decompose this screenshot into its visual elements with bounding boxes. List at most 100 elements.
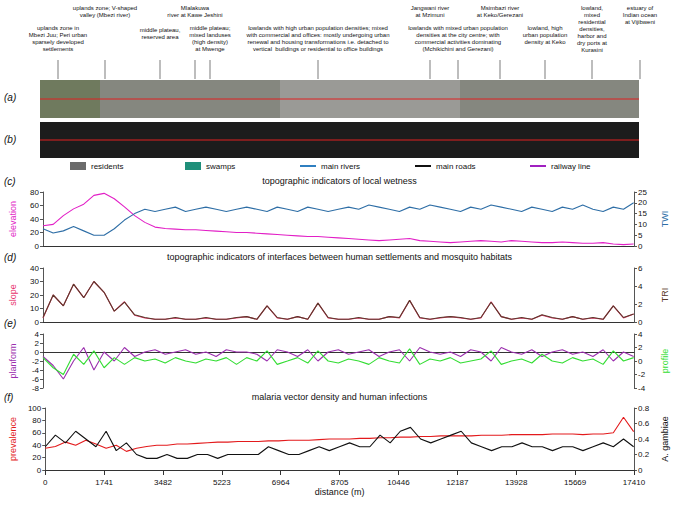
svg-text:0.2: 0.2 — [638, 450, 650, 459]
svg-text:TRI: TRI — [660, 288, 670, 303]
svg-text:profile: profile — [660, 349, 670, 374]
svg-text:Msimbazi river: Msimbazi river — [481, 5, 520, 11]
svg-text:30: 30 — [30, 277, 39, 286]
svg-text:20: 20 — [30, 228, 39, 237]
svg-text:0: 0 — [35, 318, 40, 327]
svg-text:renewal and housing transforma: renewal and housing transformations i.e.… — [247, 39, 389, 45]
svg-text:Jangwani river: Jangwani river — [411, 5, 450, 11]
svg-text:sparsely developed: sparsely developed — [32, 39, 84, 45]
svg-text:0: 0 — [37, 466, 42, 475]
svg-text:1741: 1741 — [95, 478, 113, 487]
svg-text:0: 0 — [638, 357, 643, 366]
svg-text:2: 2 — [35, 339, 40, 348]
svg-text:at Vijibweni: at Vijibweni — [625, 19, 655, 25]
svg-text:10: 10 — [638, 220, 647, 229]
svg-text:elevation: elevation — [8, 201, 18, 237]
svg-text:(b): (b) — [4, 134, 16, 145]
svg-text:vertical buildings or residen: vertical buildings or residential to off… — [253, 46, 383, 52]
svg-text:0.4: 0.4 — [638, 435, 650, 444]
svg-text:12187: 12187 — [446, 478, 469, 487]
svg-text:residents: residents — [91, 162, 123, 171]
svg-text:swamps: swamps — [206, 162, 235, 171]
svg-text:at Mwenge: at Mwenge — [195, 46, 225, 52]
svg-text:3482: 3482 — [154, 478, 172, 487]
svg-text:reserved area: reserved area — [141, 34, 179, 40]
svg-text:valley (Mbezi river): valley (Mbezi river) — [80, 12, 130, 18]
svg-text:railway line: railway line — [551, 162, 591, 171]
svg-text:density at Keko: density at Keko — [524, 39, 566, 45]
svg-text:20: 20 — [30, 291, 39, 300]
svg-text:60: 60 — [32, 428, 41, 437]
svg-text:-8: -8 — [32, 384, 40, 393]
svg-text:0: 0 — [638, 466, 643, 475]
svg-text:0: 0 — [43, 478, 48, 487]
svg-text:4: 4 — [638, 282, 643, 291]
svg-text:-4: -4 — [32, 366, 40, 375]
svg-text:(f): (f) — [4, 392, 13, 403]
svg-text:uplands zone in: uplands zone in — [37, 25, 79, 31]
svg-text:(high density): (high density) — [192, 39, 228, 45]
svg-text:lowlands with high urban popul: lowlands with high urban population dens… — [248, 25, 388, 31]
svg-text:10446: 10446 — [387, 478, 410, 487]
svg-text:-2: -2 — [32, 357, 40, 366]
svg-text:residential: residential — [578, 19, 605, 25]
svg-text:-6: -6 — [32, 375, 40, 384]
svg-text:densities,: densities, — [579, 26, 605, 32]
svg-text:100: 100 — [28, 404, 42, 413]
svg-text:-4: -4 — [638, 384, 646, 393]
svg-text:0.6: 0.6 — [638, 419, 650, 428]
svg-text:10: 10 — [30, 304, 39, 313]
svg-text:topographic indicators of loca: topographic indicators of local wetness — [262, 176, 417, 186]
svg-text:A. gambiae: A. gambiae — [660, 416, 670, 462]
svg-text:0: 0 — [35, 348, 40, 357]
svg-text:2: 2 — [638, 343, 643, 352]
svg-text:(a): (a) — [4, 92, 16, 103]
svg-text:0: 0 — [638, 318, 643, 327]
svg-text:at Mzimuni: at Mzimuni — [415, 12, 444, 18]
svg-text:5223: 5223 — [213, 478, 231, 487]
svg-text:Kurasini: Kurasini — [581, 47, 603, 53]
svg-text:80: 80 — [30, 188, 39, 197]
svg-text:Mlalakuwa: Mlalakuwa — [181, 5, 210, 11]
svg-text:8705: 8705 — [331, 478, 349, 487]
svg-text:middle plateau;: middle plateau; — [190, 25, 231, 31]
svg-text:slope: slope — [8, 284, 18, 306]
svg-text:at Keko/Gerezani: at Keko/Gerezani — [477, 12, 523, 18]
svg-text:0.8: 0.8 — [638, 404, 650, 413]
svg-text:(e): (e) — [4, 318, 16, 329]
svg-text:malaria vector density and hum: malaria vector density and human infecti… — [252, 392, 428, 402]
svg-text:uplands zone; V-shaped: uplands zone; V-shaped — [73, 5, 137, 11]
svg-text:topographic indicators of inte: topographic indicators of interfaces bet… — [167, 252, 513, 262]
svg-text:Mbezi Juu; Peri urban: Mbezi Juu; Peri urban — [29, 32, 87, 38]
svg-text:main roads: main roads — [436, 162, 476, 171]
svg-text:lowland,: lowland, — [581, 5, 603, 11]
svg-text:6: 6 — [638, 264, 643, 273]
svg-text:middle plateau,: middle plateau, — [140, 27, 181, 33]
svg-text:-2: -2 — [638, 370, 646, 379]
svg-text:40: 40 — [30, 215, 39, 224]
svg-text:main rivers: main rivers — [321, 162, 360, 171]
svg-text:13928: 13928 — [505, 478, 528, 487]
svg-text:harbor and: harbor and — [577, 33, 606, 39]
svg-text:distance (m): distance (m) — [315, 487, 365, 497]
svg-text:urban population: urban population — [523, 32, 568, 38]
svg-text:with commercial and offices: m: with commercial and offices: mostly unde… — [246, 32, 390, 38]
svg-text:settlements: settlements — [43, 46, 74, 52]
svg-text:prevalence: prevalence — [8, 417, 18, 461]
svg-text:lowland, high: lowland, high — [527, 25, 562, 31]
svg-text:(c): (c) — [4, 176, 16, 187]
svg-text:0: 0 — [35, 242, 40, 251]
svg-text:estuary of: estuary of — [627, 5, 654, 11]
svg-text:(Mchikichini and Gerezani): (Mchikichini and Gerezani) — [422, 46, 493, 52]
svg-text:15669: 15669 — [564, 478, 587, 487]
svg-text:20: 20 — [638, 198, 647, 207]
svg-text:17410: 17410 — [623, 478, 646, 487]
svg-text:25: 25 — [638, 188, 647, 197]
svg-text:40: 40 — [30, 264, 39, 273]
svg-text:6964: 6964 — [272, 478, 290, 487]
svg-text:4: 4 — [35, 330, 40, 339]
svg-text:(d): (d) — [4, 252, 16, 263]
svg-text:TWI: TWI — [660, 211, 670, 228]
svg-text:2: 2 — [638, 300, 643, 309]
svg-text:15: 15 — [638, 209, 647, 218]
